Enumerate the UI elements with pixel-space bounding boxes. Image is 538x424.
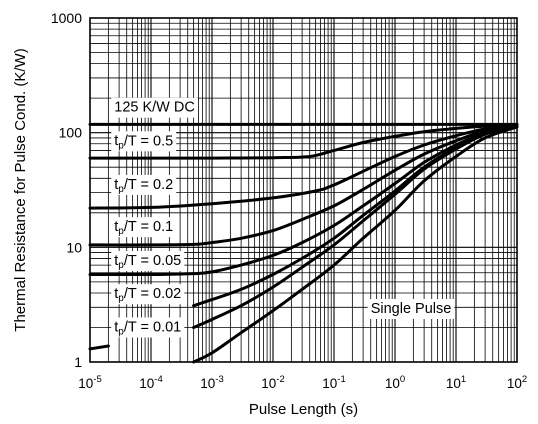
x-tick-base: 10: [78, 376, 93, 391]
curve-label-2: tp/T = 0.2: [111, 174, 177, 195]
curve-label-bg: [111, 317, 185, 338]
label-rest: /T = 0.05: [124, 253, 181, 269]
x-tick-exp: -5: [93, 374, 101, 385]
x-tick-exp: 0: [400, 374, 405, 385]
series-line-3: [88, 123, 519, 247]
label-rest: /T = 0.2: [124, 177, 173, 193]
x-tick-base: 10: [200, 376, 215, 391]
curve-label-text: Single Pulse: [371, 301, 452, 317]
x-tick-exp: -4: [154, 374, 162, 385]
x-tick-base: 10: [322, 376, 337, 391]
curve-label-bg: [367, 298, 455, 319]
x-tick-base: 10: [446, 376, 461, 391]
curve-label-bg: [111, 131, 177, 152]
y-axis-label: Thermal Resistance for Pulse Cond. (K/W): [12, 48, 29, 331]
curve-label-7: Single Pulse: [367, 298, 455, 319]
series-line-6: [192, 124, 519, 329]
series-line-1: [88, 122, 519, 160]
y-tick-label: 100: [59, 125, 83, 141]
curve-label-text: tp/T = 0.2: [114, 177, 173, 195]
x-tick-base: 10: [261, 376, 276, 391]
curve-label-bg: [111, 217, 177, 238]
x-tick-label: 10-2: [261, 374, 284, 391]
x-tick-exp: -3: [215, 374, 223, 385]
x-tick-label: 10-5: [78, 374, 101, 391]
curve-label-text: tp/T = 0.1: [114, 219, 173, 237]
x-tick-label: 10-4: [139, 374, 162, 391]
series-line-7: [192, 125, 519, 364]
annotations-group: 125 K/W DC tp/T = 0.5 tp/T = 0.2 tp/T = 0.1…: [111, 97, 455, 338]
curve-label-1: tp/T = 0.5: [111, 131, 177, 152]
curve-label-4: tp/T = 0.05: [111, 251, 185, 272]
plot-frame: [89, 17, 518, 363]
subscript-p: p: [118, 226, 124, 237]
x-tick-base: 10: [507, 376, 522, 391]
series-line-8: [88, 344, 110, 351]
series-line-5: [192, 123, 519, 308]
subscript-p: p: [118, 326, 124, 337]
curve-label-text: tp/T = 0.5: [114, 133, 173, 151]
curve-label-6: tp/T = 0.01: [111, 317, 185, 338]
curve-label-bg: [111, 97, 198, 118]
label-rest: /T = 0.02: [124, 286, 181, 302]
x-tick-exp: 1: [461, 374, 466, 385]
curve-label-text: 125 K/W DC: [114, 100, 195, 116]
label-rest: /T = 0.5: [124, 133, 173, 149]
series-line-2: [88, 123, 519, 210]
subscript-p: p: [118, 260, 124, 271]
curve-label-bg: [111, 174, 177, 195]
x-tick-base: 10: [385, 376, 400, 391]
y-tick-label: 1000: [51, 10, 82, 26]
x-tick-label: 10-1: [322, 374, 345, 391]
subscript-p: p: [118, 140, 124, 151]
x-tick-exp: -1: [337, 374, 345, 385]
series-line-4: [88, 123, 519, 277]
curve-label-text: tp/T = 0.05: [114, 253, 181, 271]
y-tick-label: 10: [66, 239, 82, 255]
x-tick-base: 10: [139, 376, 154, 391]
curve-label-3: tp/T = 0.1: [111, 217, 177, 238]
x-tick-label: 101: [446, 374, 466, 391]
x-tick-label: 100: [385, 374, 405, 391]
curve-label-text: tp/T = 0.01: [114, 319, 181, 337]
x-tick-label: 102: [507, 374, 527, 391]
x-axis-label: Pulse Length (s): [249, 401, 358, 418]
curve-label-5: tp/T = 0.02: [111, 284, 185, 305]
curve-label-bg: [111, 284, 185, 305]
label-rest: /T = 0.1: [124, 219, 173, 235]
x-tick-label: 10-3: [200, 374, 223, 391]
subscript-p: p: [118, 184, 124, 195]
curve-label-0: 125 K/W DC: [111, 97, 198, 118]
label-rest: /T = 0.01: [124, 319, 181, 335]
y-tick-label: 1: [74, 354, 82, 370]
subscript-p: p: [118, 293, 124, 304]
curve-label-text: tp/T = 0.02: [114, 286, 181, 304]
x-tick-exp: 2: [522, 374, 527, 385]
series-group: [88, 122, 519, 364]
x-tick-exp: -2: [276, 374, 284, 385]
curve-label-bg: [111, 251, 185, 272]
